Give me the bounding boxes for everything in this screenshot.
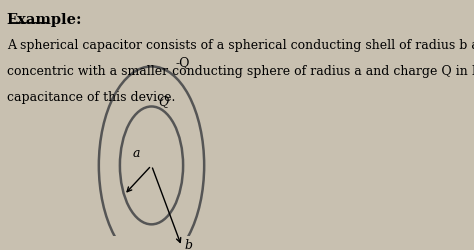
Text: concentric with a smaller conducting sphere of radius a and charge Q in Figure. : concentric with a smaller conducting sph… bbox=[7, 65, 474, 78]
Text: Q: Q bbox=[158, 95, 168, 108]
Text: b: b bbox=[184, 238, 192, 250]
Text: A spherical capacitor consists of a spherical conducting shell of radius b and c: A spherical capacitor consists of a sphe… bbox=[7, 39, 474, 52]
Text: capacitance of this device.: capacitance of this device. bbox=[7, 90, 175, 104]
Text: a: a bbox=[133, 146, 141, 159]
Text: -Q: -Q bbox=[175, 56, 190, 69]
Text: Example:: Example: bbox=[7, 13, 82, 27]
